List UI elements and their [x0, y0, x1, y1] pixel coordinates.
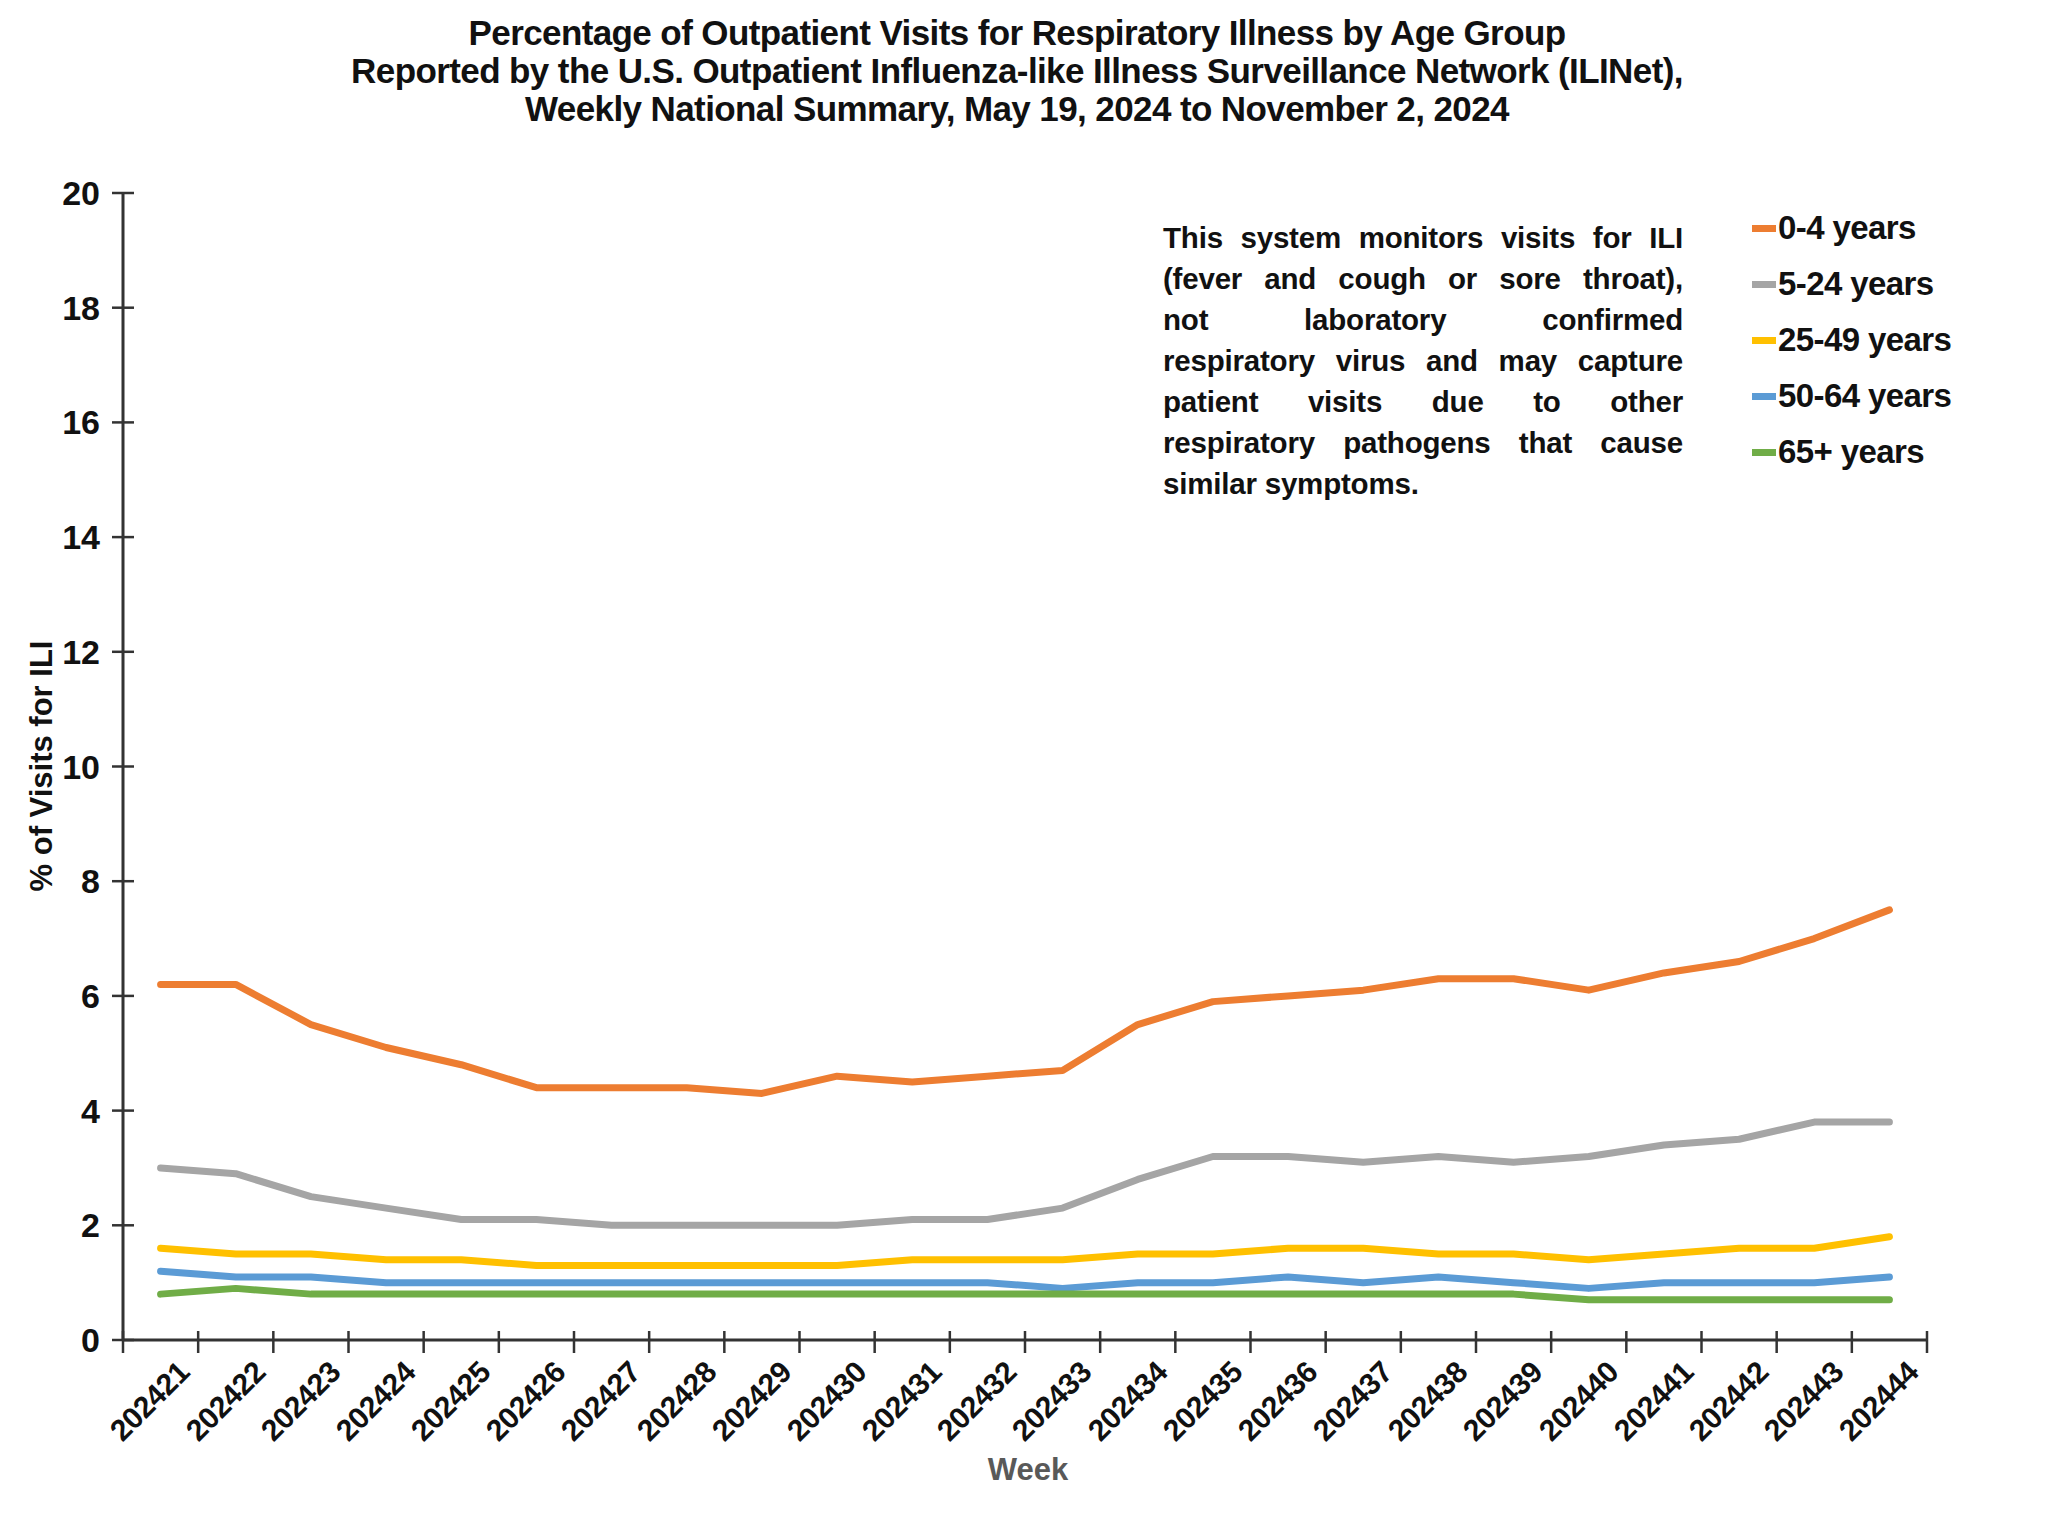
- legend-item: 65+ years: [1752, 424, 1951, 480]
- legend-swatch-icon: [1752, 281, 1776, 288]
- legend-label: 65+ years: [1778, 433, 1924, 471]
- legend-item: 25-49 years: [1752, 312, 1951, 368]
- annotation-line: not laboratory confirmed: [1163, 299, 1683, 340]
- legend-swatch-icon: [1752, 225, 1776, 232]
- legend-label: 50-64 years: [1778, 377, 1951, 415]
- y-tick-label: 0: [30, 1322, 100, 1358]
- x-axis-title: Week: [0, 1452, 2048, 1488]
- series-line-65-years: [161, 1288, 1890, 1299]
- annotation-line: respiratory pathogens that cause: [1163, 422, 1683, 463]
- legend-swatch-icon: [1752, 449, 1776, 456]
- y-tick-label: 20: [30, 175, 100, 211]
- ilinet-age-group-chart: { "title": { "lines": [ "Percentage of O…: [0, 0, 2048, 1536]
- y-tick-label: 18: [30, 290, 100, 326]
- annotation-line: similar symptoms.: [1163, 463, 1683, 504]
- legend-swatch-icon: [1752, 337, 1776, 344]
- annotation-line: patient visits due to other: [1163, 381, 1683, 422]
- y-tick-label: 14: [30, 519, 100, 555]
- plot-area: [0, 0, 2048, 1536]
- legend-item: 5-24 years: [1752, 256, 1951, 312]
- y-tick-label: 10: [30, 749, 100, 785]
- legend-label: 25-49 years: [1778, 321, 1951, 359]
- y-tick-label: 8: [30, 863, 100, 899]
- series-line-50-64-years: [161, 1271, 1890, 1288]
- annotation-line: This system monitors visits for ILI: [1163, 217, 1683, 258]
- annotation-line: (fever and cough or sore throat),: [1163, 258, 1683, 299]
- legend-label: 0-4 years: [1778, 209, 1916, 247]
- annotation-note: This system monitors visits for ILI(feve…: [1163, 217, 1683, 504]
- y-tick-label: 16: [30, 404, 100, 440]
- y-tick-label: 4: [30, 1093, 100, 1129]
- y-tick-label: 6: [30, 978, 100, 1014]
- legend-item: 0-4 years: [1752, 200, 1951, 256]
- series-line-5-24-years: [161, 1122, 1890, 1225]
- legend-label: 5-24 years: [1778, 265, 1933, 303]
- legend-item: 50-64 years: [1752, 368, 1951, 424]
- legend: 0-4 years 5-24 years 25-49 years 50-64 year…: [1752, 200, 1951, 480]
- annotation-line: respiratory virus and may capture: [1163, 340, 1683, 381]
- y-tick-label: 12: [30, 634, 100, 670]
- legend-swatch-icon: [1752, 393, 1776, 400]
- series-line-25-49-years: [161, 1237, 1890, 1266]
- y-tick-label: 2: [30, 1207, 100, 1243]
- series-line-0-4-years: [161, 910, 1890, 1094]
